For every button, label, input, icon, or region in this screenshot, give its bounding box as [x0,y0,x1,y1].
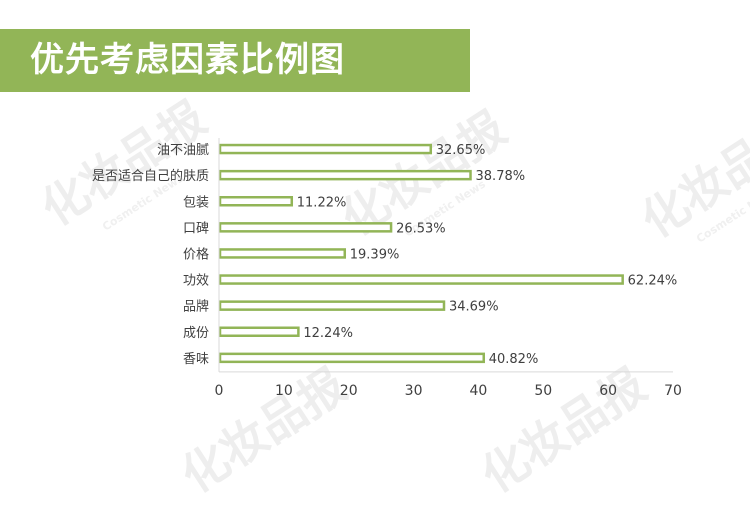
bar-chart: 油不油腻 32.65% 是否适合自己的肤质 38.78% 包装 11.22% 口碑 26.53… [92,138,682,399]
x-tick-label: 30 [405,383,423,399]
data-label: 11.22% [297,195,347,210]
category-label: 油不油腻 [157,143,209,158]
x-tick-label: 40 [470,383,488,399]
data-label: 34.69% [449,300,499,315]
x-tick-label: 0 [215,383,224,399]
chart-title: 优先考虑因素比例图 [30,40,345,80]
bar [218,169,472,181]
data-label: 40.82% [489,352,539,367]
category-label: 品牌 [183,299,209,315]
data-label: 26.53% [396,221,446,236]
category-label: 包装 [183,195,209,210]
category-label: 功效 [183,274,209,289]
bar [218,196,294,207]
data-label: 62.24% [628,274,678,289]
category-label: 价格 [183,246,209,262]
bar [218,326,300,337]
bar [218,143,433,155]
data-label: 12.24% [303,326,353,341]
x-tick-label: 10 [275,383,293,399]
data-label: 38.78% [476,169,526,184]
bar [218,274,624,285]
category-label: 是否适合自己的肤质 [92,168,209,184]
bar [218,300,446,311]
x-tick-label: 20 [340,383,358,399]
title-banner: 优先考虑因素比例图 [0,29,470,92]
category-label: 成份 [183,326,209,341]
x-tick-label: 50 [534,383,552,399]
bar [218,222,393,233]
bar [218,352,485,364]
data-label: 32.65% [436,143,486,158]
category-label: 口碑 [183,220,209,236]
bar [218,248,347,259]
x-tick-label: 70 [664,383,682,399]
category-label: 香味 [183,352,209,367]
data-label: 19.39% [350,247,400,262]
x-tick-label: 60 [599,383,617,399]
